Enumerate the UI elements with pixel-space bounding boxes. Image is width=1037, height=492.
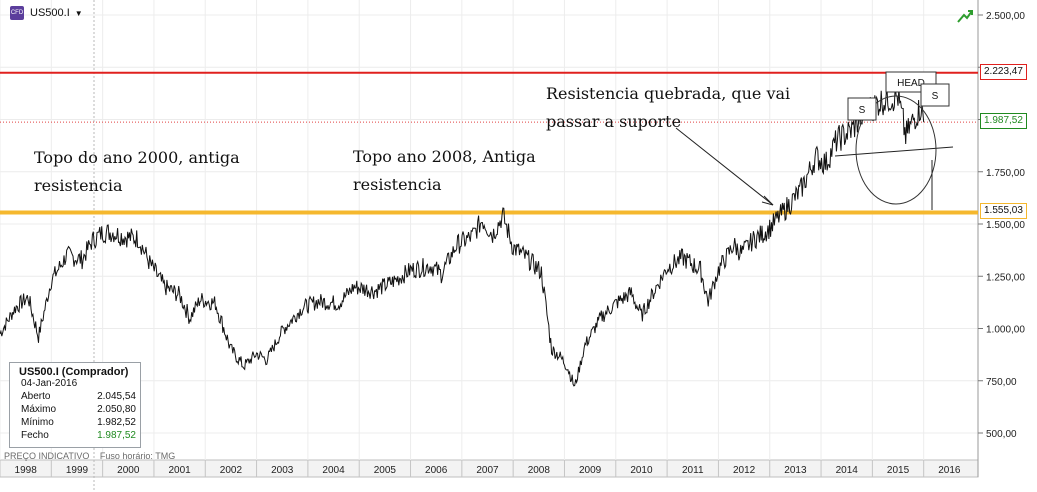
price-note: PREÇO INDICATIVO — [4, 451, 90, 461]
annotation-line: Topo do ano 2000, antiga — [34, 148, 240, 167]
annotation-broken-resistance: Resistencia quebrada, que vai passar a s… — [546, 80, 790, 136]
trend-up-icon — [957, 10, 973, 23]
info-label: Aberto — [21, 391, 51, 402]
shoulder-left-label-box — [847, 97, 877, 121]
x-tick-label: 2013 — [784, 465, 807, 476]
info-row-close: Fecho 1.987,52 — [10, 429, 140, 442]
annotation-line: Resistencia quebrada, que vai — [546, 84, 791, 103]
price-series-line — [0, 84, 925, 387]
info-value: 2.050,80 — [97, 404, 136, 415]
y-tick-label: 2.500,00 — [986, 11, 1025, 22]
info-row-open: Aberto 2.045,54 — [10, 390, 140, 403]
pattern-circle — [855, 95, 937, 205]
y-tick-label: 1.500,00 — [986, 220, 1025, 231]
shoulder-left-label: S — [859, 105, 866, 116]
annotation-top-2000: Topo do ano 2000, antiga resistencia — [34, 144, 240, 200]
x-tick-label: 2005 — [374, 465, 397, 476]
price-tag-current: 1.987,52 — [980, 113, 1027, 129]
x-tick-label: 2012 — [733, 465, 756, 476]
x-tick-label: 2006 — [425, 465, 448, 476]
info-value: 1.982,52 — [97, 417, 136, 428]
ohlc-info-box: US500.I (Comprador) 04-Jan-2016 Aberto 2.… — [9, 362, 141, 448]
instrument-label[interactable]: CFD US500.I ▼ — [10, 6, 83, 20]
info-box-title: US500.I (Comprador) — [19, 366, 129, 378]
info-value: 2.045,54 — [97, 391, 136, 402]
x-tick-label: 2016 — [938, 465, 961, 476]
head-label: HEAD — [897, 78, 925, 89]
cfd-badge-icon: CFD — [10, 6, 24, 20]
x-tick-label: 1999 — [66, 465, 89, 476]
info-box-date: 04-Jan-2016 — [21, 378, 78, 389]
x-tick-label: 2000 — [117, 465, 140, 476]
info-row-high: Máximo 2.050,80 — [10, 403, 140, 416]
arrow-line — [675, 127, 774, 206]
annotation-line: passar a suporte — [546, 112, 682, 131]
info-label: Máximo — [21, 404, 57, 415]
instrument-symbol: US500.I — [30, 7, 70, 19]
x-tick-label: 2002 — [220, 465, 243, 476]
timezone-note: Fuso horário: TMG — [99, 451, 176, 461]
x-tick-label: 2009 — [579, 465, 602, 476]
neckline — [834, 146, 954, 157]
arrow-head-icon — [761, 195, 774, 206]
footer-note: PREÇO INDICATIVO Fuso horário: TMG — [4, 451, 183, 461]
annotation-line: resistencia — [34, 176, 123, 195]
x-tick-label: 2014 — [836, 465, 859, 476]
x-tick-label: 2004 — [322, 465, 345, 476]
x-tick-label: 2001 — [168, 465, 191, 476]
info-value: 1.987,52 — [97, 430, 136, 441]
annotation-top-2008: Topo ano 2008, Antiga resistencia — [353, 143, 536, 199]
shoulder-right-label: S — [932, 91, 939, 102]
price-tag-support: 1.555,03 — [980, 203, 1027, 219]
shoulder-right-label-box — [920, 83, 950, 107]
y-tick-label: 1.250,00 — [986, 272, 1025, 283]
x-tick-label: 2015 — [887, 465, 910, 476]
x-tick-label: 2008 — [528, 465, 551, 476]
info-label: Fecho — [21, 430, 49, 441]
y-tick-label: 500,00 — [986, 429, 1017, 440]
y-tick-label: 750,00 — [986, 377, 1017, 388]
price-tag-resistance: 2.223,47 — [980, 64, 1027, 80]
x-tick-label: 2010 — [630, 465, 653, 476]
x-tick-label: 2007 — [476, 465, 499, 476]
annotation-line: resistencia — [353, 175, 442, 194]
x-tick-label: 2011 — [682, 465, 704, 476]
caret-down-icon[interactable]: ▼ — [74, 8, 83, 18]
y-tick-label: 1.000,00 — [986, 325, 1025, 336]
x-tick-label: 1998 — [15, 465, 38, 476]
y-tick-label: 1.750,00 — [986, 168, 1025, 179]
info-label: Mínimo — [21, 417, 54, 428]
info-row-low: Mínimo 1.982,52 — [10, 416, 140, 429]
annotation-line: Topo ano 2008, Antiga — [353, 147, 536, 166]
x-tick-label: 2003 — [271, 465, 294, 476]
